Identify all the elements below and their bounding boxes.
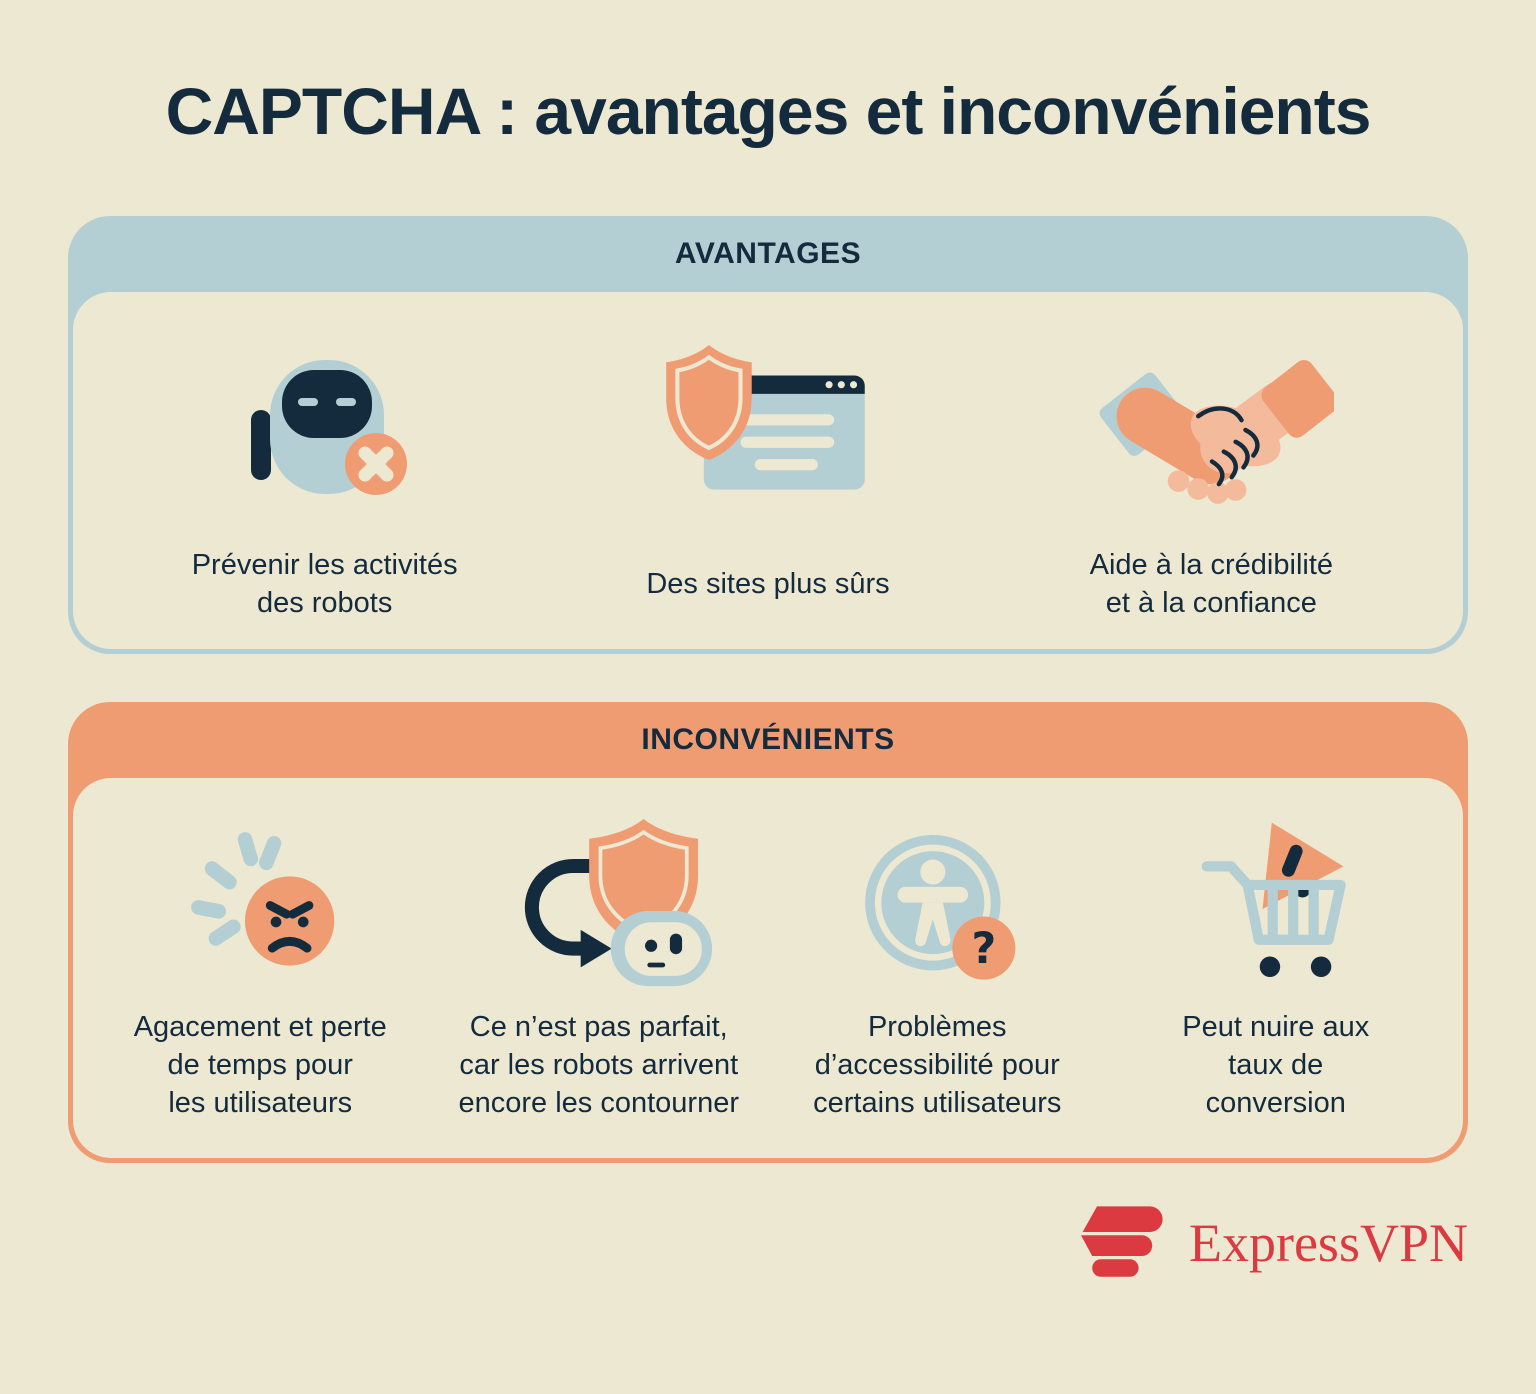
- handshake-icon: [1088, 330, 1335, 528]
- advantage-caption-safer-sites: Des sites plus sûrs: [646, 568, 890, 600]
- infographic-canvas: CAPTCHA : avantages et inconvénients AVA…: [0, 78, 1536, 1394]
- advantage-item-safer-sites: Des sites plus sûrs: [546, 330, 989, 624]
- section-avantages: AVANTAGES Prévenir les activités des rob…: [68, 216, 1468, 654]
- disadvantage-caption-accessibility: Problèmes d’accessibilité pour certains …: [813, 1011, 1062, 1119]
- advantage-caption-credibility: Aide à la crédibilité et à la confiance: [1089, 549, 1334, 619]
- disadvantage-item-not-perfect: Ce n’est pas parfait, car les robots arr…: [430, 818, 769, 1124]
- disadvantage-item-annoyance: Agacement et perte de temps pour les uti…: [91, 818, 430, 1124]
- advantage-caption-robots: Prévenir les activités des robots: [191, 549, 458, 619]
- shield-browser-icon: [661, 330, 875, 528]
- section-avantages-header: AVANTAGES: [674, 237, 862, 270]
- robot-blocked-icon: [225, 330, 425, 528]
- advantage-item-credibility: Aide à la crédibilité et à la confiance: [990, 330, 1433, 624]
- angry-face-icon: [173, 818, 348, 990]
- expressvpn-logo-icon: [1073, 1203, 1169, 1282]
- advantage-item-robots: Prévenir les activités des robots: [103, 330, 546, 624]
- disadvantage-caption-not-perfect: Ce n’est pas parfait, car les robots arr…: [458, 1011, 740, 1119]
- section-inconvenients: INCONVÉNIENTS: [68, 702, 1468, 1163]
- section-inconvenients-body: Agacement et perte de temps pour les uti…: [73, 778, 1463, 1158]
- section-avantages-body: Prévenir les activités des robots: [73, 292, 1463, 649]
- svg-text:?: ?: [972, 923, 997, 973]
- disadvantage-caption-annoyance: Agacement et perte de temps pour les uti…: [133, 1011, 387, 1119]
- robot-bypass-shield-icon: [484, 818, 714, 990]
- page-title: CAPTCHA : avantages et inconvénients: [165, 74, 1372, 148]
- section-inconvenients-header: INCONVÉNIENTS: [641, 723, 895, 756]
- disadvantage-caption-conversion: Peut nuire aux taux de conversion: [1182, 1011, 1370, 1119]
- disadvantage-item-accessibility: ? Problèmes d’accessibilité pour certain…: [768, 818, 1107, 1124]
- accessibility-question-icon: ?: [851, 818, 1023, 990]
- expressvpn-wordmark: ExpressVPN: [1189, 1212, 1468, 1273]
- disadvantage-item-conversion: Peut nuire aux taux de conversion: [1107, 818, 1446, 1124]
- footer-brand: ExpressVPN: [0, 1203, 1468, 1282]
- cart-warning-icon: [1190, 818, 1362, 990]
